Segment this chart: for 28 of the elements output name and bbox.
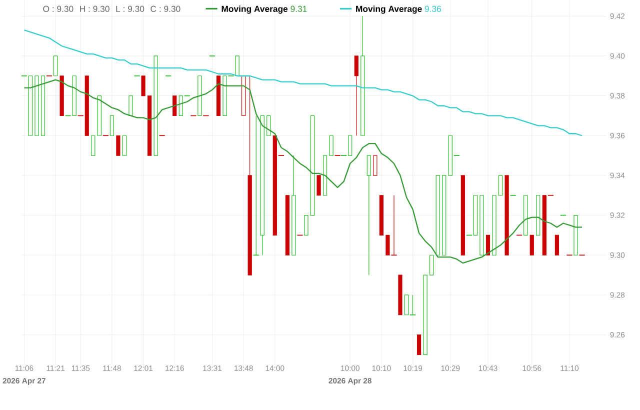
candlestick [316,174,321,196]
candlestick [530,234,534,256]
annotation: 9.31 [290,6,307,12]
annotation: O : 9.30 [43,6,74,12]
candlestick [430,254,434,276]
annotation: 9.36 [424,6,442,12]
annotation: L : 9.30 [116,6,144,12]
candlestick [498,174,503,196]
candlestick [122,135,127,156]
candlestick [128,95,133,116]
annotation: C : 9.30 [150,6,180,12]
candlestick [554,234,559,256]
legend-label: Moving Average [356,5,422,14]
candlestick [116,135,120,156]
annotation: H : 9.30 [80,6,110,12]
candlestick [417,334,422,355]
legend-label: Moving Average [222,5,288,14]
candlestick [53,55,58,76]
candlestick [366,155,371,276]
candlestick [141,75,146,96]
candlestick [110,115,114,136]
candlestick [373,155,378,176]
candlestick [172,95,177,116]
candlestick [91,135,96,156]
candlestick [304,214,308,236]
candlestick [235,55,240,76]
candlestick [329,135,334,156]
candlestick [354,55,358,136]
